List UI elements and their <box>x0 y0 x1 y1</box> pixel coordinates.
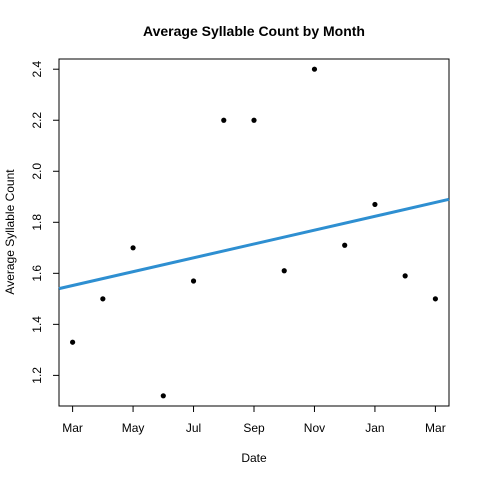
plot-border <box>58 58 450 407</box>
y-tick-label-5: 2.2 <box>30 112 44 129</box>
y-axis: 1.2 1.4 1.6 1.8 2.0 2.2 2.4 <box>30 61 59 384</box>
y-tick-label-2: 1.6 <box>30 265 44 282</box>
x-tick-label-3: Sep <box>243 421 265 435</box>
chart-title: Average Syllable Count by Month <box>143 23 365 39</box>
y-tick-label-3: 1.8 <box>30 214 44 231</box>
data-point-9 <box>342 242 348 248</box>
y-tick-label-1: 1.4 <box>30 316 44 333</box>
plot-frame <box>58 58 450 407</box>
data-point-3 <box>160 393 166 399</box>
x-tick-label-5: Jan <box>365 421 384 435</box>
data-point-7 <box>281 268 287 274</box>
y-tick-label-6: 2.4 <box>30 61 44 78</box>
trend-line <box>58 197 450 291</box>
x-tick-label-1: May <box>122 421 145 435</box>
data-point-6 <box>251 117 257 123</box>
trend-line-layer <box>58 197 450 291</box>
x-tick-label-4: Nov <box>304 421 325 435</box>
data-point-0 <box>70 339 76 345</box>
x-tick-label-2: Jul <box>186 421 201 435</box>
x-axis: Mar May Jul Sep Nov Jan Mar <box>62 406 446 435</box>
data-point-8 <box>311 66 318 72</box>
data-point-10 <box>372 201 378 208</box>
data-point-5 <box>221 117 227 123</box>
data-points-layer <box>70 66 438 399</box>
data-point-4 <box>190 278 197 284</box>
y-axis-label: Average Syllable Count <box>3 169 17 295</box>
data-point-11 <box>402 273 408 279</box>
y-tick-label-0: 1.2 <box>30 367 44 384</box>
y-tick-label-4: 2.0 <box>30 163 44 180</box>
x-tick-label-6: Mar <box>425 421 446 435</box>
data-point-2 <box>130 245 136 251</box>
data-point-1 <box>100 296 106 302</box>
x-axis-label: Date <box>241 451 267 465</box>
x-tick-label-0: Mar <box>62 421 83 435</box>
data-point-12 <box>432 296 438 302</box>
